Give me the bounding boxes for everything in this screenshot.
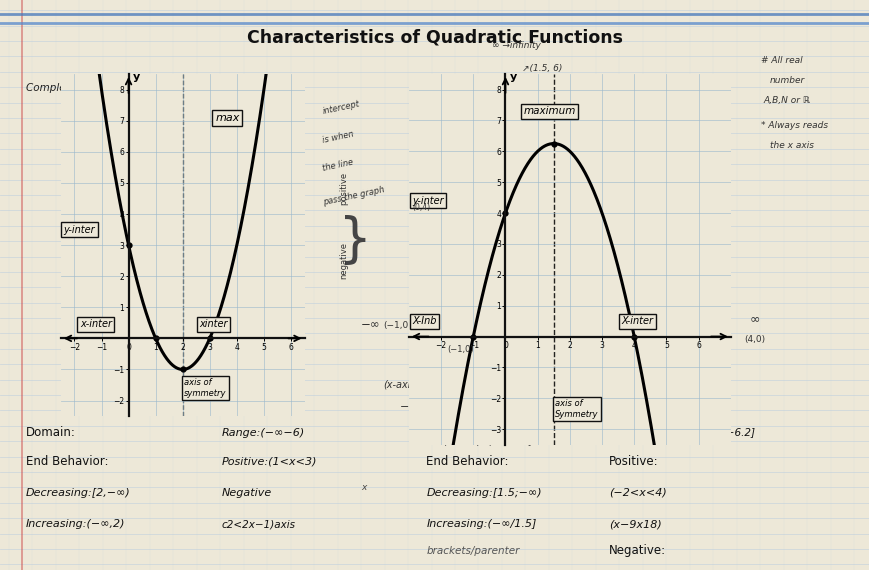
Text: y: y xyxy=(132,72,140,82)
Text: Domain:: Domain: xyxy=(26,426,76,439)
Text: axis of
Symmetry: axis of Symmetry xyxy=(554,400,598,419)
Text: Comple b: Comple b xyxy=(26,83,76,93)
Text: the x axis: the x axis xyxy=(769,141,813,150)
Text: is when: is when xyxy=(322,129,355,145)
Text: Positive:: Positive: xyxy=(608,454,658,467)
Text: the line: the line xyxy=(322,158,354,173)
Text: y: y xyxy=(510,72,517,82)
Text: Positive:(1<x<3): Positive:(1<x<3) xyxy=(222,457,317,467)
Text: c2<2x−1)axis: c2<2x−1)axis xyxy=(222,519,295,530)
Text: End Behavior:: End Behavior: xyxy=(426,454,508,467)
Text: (−1,0): (−1,0) xyxy=(447,345,474,354)
Text: x: x xyxy=(361,483,366,492)
Text: −∞: −∞ xyxy=(400,402,418,413)
Text: axis of
symmetry: axis of symmetry xyxy=(184,378,226,398)
Text: Range: (Cy−axis) starts from: Range: (Cy−axis) starts from xyxy=(426,409,557,418)
Text: xinter: xinter xyxy=(199,320,227,329)
Text: Negative: Negative xyxy=(222,488,272,498)
Text: (x−axis)→(−∞−6.2]: (x−axis)→(−∞−6.2] xyxy=(443,438,533,447)
Text: 2a: 2a xyxy=(443,394,456,404)
Text: X-Inb: X-Inb xyxy=(412,316,436,326)
Text: y-inter: y-inter xyxy=(63,225,95,235)
Text: ∞ →infinity: ∞ →infinity xyxy=(491,42,540,51)
Text: Characteristics of Quadratic Functions: Characteristics of Quadratic Functions xyxy=(247,28,622,46)
Text: intercept: intercept xyxy=(322,99,361,116)
Text: brackets/parenter: brackets/parenter xyxy=(426,546,519,556)
Text: x-inter: x-inter xyxy=(80,320,112,329)
Text: Increasing:(−∞,2): Increasing:(−∞,2) xyxy=(26,519,125,530)
Text: (0,4): (0,4) xyxy=(412,203,430,212)
Text: Domain:: Domain: xyxy=(426,426,475,439)
Text: y-inter: y-inter xyxy=(412,196,443,206)
Text: maximum: maximum xyxy=(522,106,575,116)
Text: X-inter: X-inter xyxy=(620,316,653,326)
Text: pass the graph: pass the graph xyxy=(322,185,385,207)
Text: positive: positive xyxy=(339,172,348,205)
Text: ∞: ∞ xyxy=(749,312,760,325)
Text: A,B,N or ℝ: A,B,N or ℝ xyxy=(763,96,810,105)
Text: (x−9x18): (x−9x18) xyxy=(608,519,661,530)
Text: Decreasing:[1.5;−∞): Decreasing:[1.5;−∞) xyxy=(426,488,541,498)
Text: { −b   formula: { −b formula xyxy=(426,374,501,384)
Text: negative: negative xyxy=(339,242,348,279)
Text: ↗(1.5, 6): ↗(1.5, 6) xyxy=(521,64,561,74)
Text: (4,0): (4,0) xyxy=(743,335,764,344)
Text: (x-axis): (x-axis) xyxy=(382,380,419,390)
Text: the bottom: the bottom xyxy=(443,424,494,433)
Text: End Behavior:: End Behavior: xyxy=(26,454,109,467)
Text: (−2<x<4): (−2<x<4) xyxy=(608,488,666,498)
Text: −∞: −∞ xyxy=(361,317,381,331)
Text: Negative:: Negative: xyxy=(608,544,666,557)
Text: {: { xyxy=(326,210,360,263)
Text: Increasing:(−∞/1.5]: Increasing:(−∞/1.5] xyxy=(426,519,536,530)
Text: Range:(Cy−axis)→(−∞−6.2]: Range:(Cy−axis)→(−∞−6.2] xyxy=(608,428,755,438)
Text: Range:(−∞−6): Range:(−∞−6) xyxy=(222,428,305,438)
Text: (−1,0): (−1,0) xyxy=(382,321,411,330)
Text: Decreasing:[2,−∞): Decreasing:[2,−∞) xyxy=(26,488,130,498)
Text: number: number xyxy=(769,76,805,85)
Text: * Always reads: * Always reads xyxy=(760,121,827,131)
Text: max: max xyxy=(215,113,239,123)
Text: # All real: # All real xyxy=(760,56,802,65)
